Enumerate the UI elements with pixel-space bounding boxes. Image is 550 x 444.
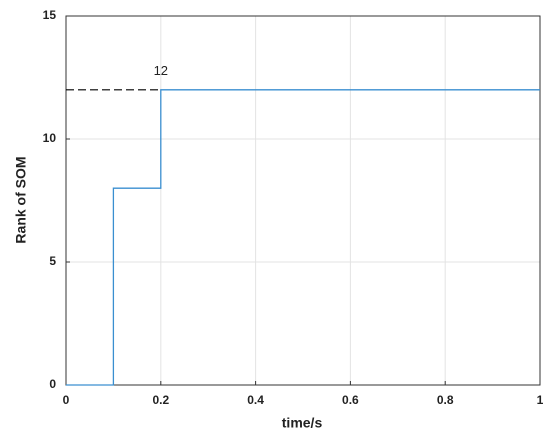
x-tick-label: 0.4 (247, 393, 264, 407)
y-tick-label: 10 (43, 131, 57, 145)
y-tick-label: 5 (49, 254, 56, 268)
annotation: 12 (154, 63, 168, 78)
x-tick-label: 0.6 (342, 393, 359, 407)
x-tick-label: 0.2 (152, 393, 169, 407)
x-tick-label: 0 (63, 393, 70, 407)
x-tick-label: 1 (537, 393, 544, 407)
data-line (66, 89, 540, 386)
y-axis-label: Rank of SOM (13, 156, 29, 243)
y-tick-label: 0 (49, 377, 56, 391)
plot-frame (65, 15, 541, 386)
y-tick-label: 15 (43, 8, 57, 22)
x-axis-label: time/s (282, 415, 323, 431)
x-tick-label: 0.8 (437, 393, 454, 407)
